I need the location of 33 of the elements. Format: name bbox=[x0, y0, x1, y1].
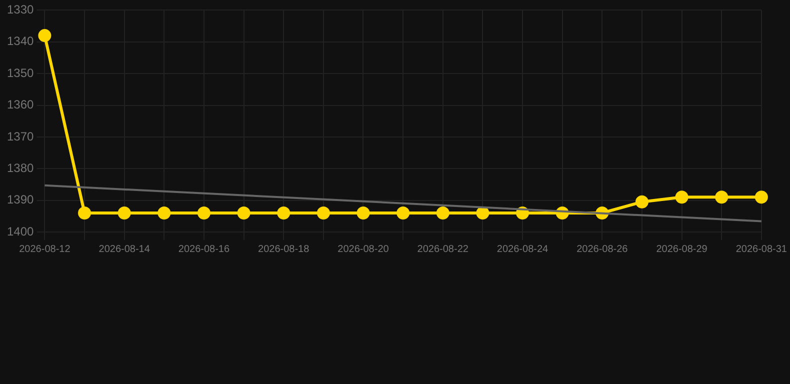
point bbox=[197, 206, 210, 220]
y-tick-label: 1330 bbox=[6, 2, 34, 17]
point bbox=[715, 190, 728, 204]
point bbox=[118, 206, 131, 220]
point bbox=[78, 206, 92, 220]
x-tick-label: 2026-08-12 bbox=[19, 244, 71, 255]
y-tick-label: 1350 bbox=[6, 66, 34, 80]
point bbox=[436, 206, 450, 220]
point bbox=[356, 206, 370, 220]
x-tick-label: 2026-08-16 bbox=[178, 244, 230, 255]
point bbox=[316, 206, 330, 220]
point bbox=[476, 206, 490, 220]
point bbox=[396, 206, 410, 220]
y-tick-label: 1380 bbox=[6, 160, 34, 175]
y-tick-label: 1370 bbox=[6, 129, 34, 144]
point bbox=[635, 195, 648, 208]
x-tick-label: 2026-08-18 bbox=[258, 244, 310, 255]
y-tick-label: 1340 bbox=[6, 34, 34, 48]
x-tick-label: 2026-08-22 bbox=[417, 244, 469, 255]
point bbox=[277, 206, 290, 220]
point bbox=[158, 206, 171, 220]
x-tick-label: 2026-08-24 bbox=[496, 244, 549, 255]
x-tick-label: 2026-08-20 bbox=[338, 244, 390, 255]
x-tick-label: 2026-08-26 bbox=[576, 244, 628, 255]
y-tick-label: 1360 bbox=[6, 98, 34, 112]
x-tick-label: 2026-08-14 bbox=[98, 244, 150, 255]
x-tick-label: 2026-08-31 bbox=[736, 244, 788, 255]
y-tick-label: 1390 bbox=[6, 192, 34, 207]
y-tick-label: 1400 bbox=[6, 224, 34, 238]
point bbox=[754, 190, 768, 204]
point bbox=[237, 206, 250, 220]
point bbox=[675, 190, 688, 204]
x-tick-label: 2026-08-29 bbox=[656, 244, 708, 255]
